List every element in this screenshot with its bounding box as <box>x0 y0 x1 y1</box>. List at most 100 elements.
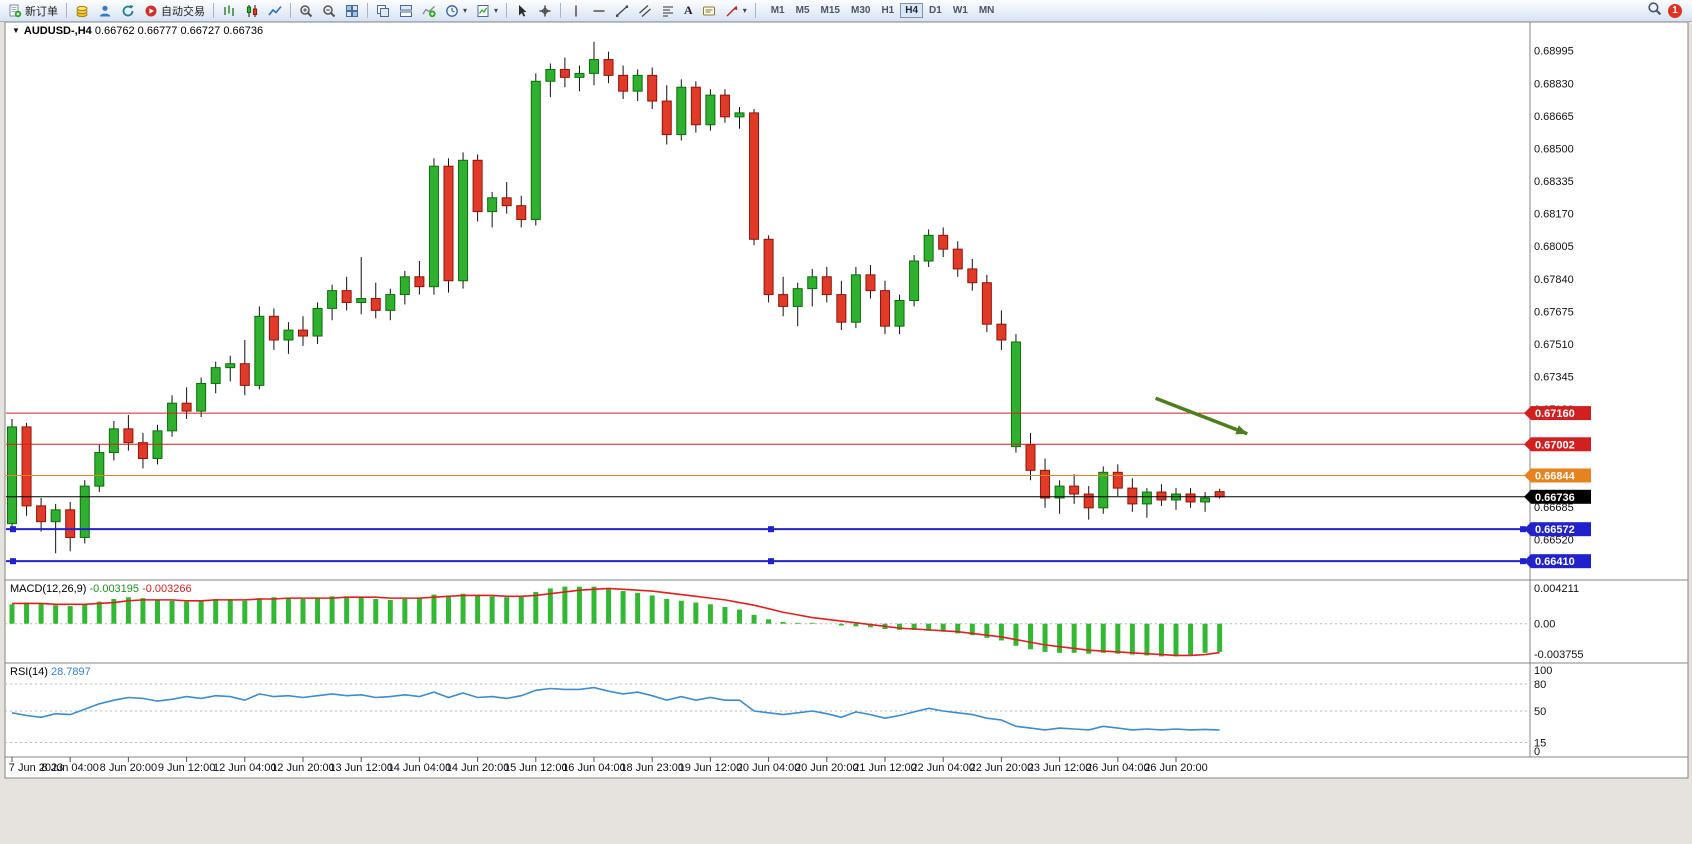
ohlc-close: 0.66736 <box>223 25 264 37</box>
template-icon <box>476 4 490 18</box>
candlestick-icon <box>245 4 259 18</box>
macd-title: MACD(12,26,9) -0.003195 -0.003266 <box>10 583 192 595</box>
svg-text:0.68995: 0.68995 <box>1534 46 1574 58</box>
svg-text:0: 0 <box>1534 746 1540 758</box>
horizontal-line-icon <box>592 4 606 18</box>
svg-text:14 Jun 20:00: 14 Jun 20:00 <box>446 762 510 774</box>
period-button[interactable]: ▾ <box>441 1 471 20</box>
svg-text:0.66736: 0.66736 <box>1535 492 1575 504</box>
svg-text:-0.003755: -0.003755 <box>1534 649 1584 661</box>
timeframe-button-MN[interactable]: MN <box>974 3 1000 18</box>
svg-text:22 Jun 04:00: 22 Jun 04:00 <box>911 762 975 774</box>
horizontal-line-button[interactable] <box>588 1 610 20</box>
svg-text:0.66685: 0.66685 <box>1534 502 1574 514</box>
template-button[interactable]: ▾ <box>472 1 502 20</box>
channel-button[interactable] <box>634 1 656 20</box>
toolbar-separator <box>66 3 67 18</box>
autotrading-icon <box>144 4 158 18</box>
coins-icon <box>75 4 89 18</box>
toolbar-separator <box>754 3 756 18</box>
add-indicator-button[interactable] <box>418 1 440 20</box>
zoom-in-button[interactable] <box>295 1 317 20</box>
zoom-out-icon <box>322 4 336 18</box>
cascade-windows-button[interactable] <box>372 1 394 20</box>
macd-main-value: -0.003195 <box>89 583 140 595</box>
chevron-down-icon: ▾ <box>742 6 747 15</box>
timeframe-toolbar: M1 M5 M15 M30 H1 H4 D1 W1 MN <box>766 3 1000 18</box>
cascade-windows-icon <box>376 4 390 18</box>
refresh-icon <box>121 4 135 18</box>
timeframe-button-M15[interactable]: M15 <box>816 3 845 18</box>
ohlc-high: 0.66777 <box>137 25 178 37</box>
trendline-button[interactable] <box>611 1 633 20</box>
timeframe-button-M1[interactable]: M1 <box>766 3 790 18</box>
chevron-down-icon: ▾ <box>463 6 468 15</box>
svg-text:80: 80 <box>1534 679 1546 691</box>
svg-text:0.67510: 0.67510 <box>1534 339 1574 351</box>
bar-chart-icon <box>222 4 236 18</box>
timeframe-button-H4[interactable]: H4 <box>900 3 924 18</box>
toolbar-separator <box>560 3 562 18</box>
svg-text:20 Jun 04:00: 20 Jun 04:00 <box>737 762 801 774</box>
coins-button[interactable] <box>71 1 93 20</box>
channel-icon <box>638 4 652 18</box>
bar-chart-button[interactable] <box>218 1 240 20</box>
toolbar-right-group: 1 <box>1647 1 1688 21</box>
svg-text:0.68500: 0.68500 <box>1534 143 1574 155</box>
shapes-button[interactable]: ▾ <box>721 1 751 20</box>
svg-text:0.67160: 0.67160 <box>1535 408 1575 420</box>
crosshair-button[interactable] <box>534 1 556 20</box>
clock-icon <box>445 4 459 18</box>
fibonacci-icon <box>661 4 675 18</box>
svg-text:26 Jun 20:00: 26 Jun 20:00 <box>1144 762 1208 774</box>
svg-text:0.68665: 0.68665 <box>1534 111 1574 123</box>
toolbar-separator <box>367 3 368 18</box>
svg-text:8 Jun 20:00: 8 Jun 20:00 <box>100 762 158 774</box>
notification-badge[interactable]: 1 <box>1668 3 1682 18</box>
cursor-button[interactable] <box>511 1 533 20</box>
svg-text:0.68335: 0.68335 <box>1534 176 1574 188</box>
macd-signal-value: -0.003266 <box>142 583 192 595</box>
collapse-chart-icon[interactable]: ▼ <box>12 26 20 35</box>
candlestick-button[interactable] <box>241 1 263 20</box>
line-chart-icon <box>268 4 282 18</box>
svg-text:50: 50 <box>1534 706 1546 718</box>
text-tool-icon: A <box>684 3 693 17</box>
text-tool-button[interactable]: A <box>680 1 697 20</box>
timeframe-button-W1[interactable]: W1 <box>948 3 973 18</box>
chart-symbol: AUDUSD-,H4 <box>23 25 92 37</box>
label-tool-button[interactable] <box>698 1 720 20</box>
arrange-windows-button[interactable] <box>395 1 417 20</box>
new-order-icon <box>8 4 22 18</box>
tile-windows-button[interactable] <box>341 1 363 20</box>
fibonacci-button[interactable] <box>657 1 679 20</box>
svg-text:0.67840: 0.67840 <box>1534 274 1574 286</box>
search-icon[interactable] <box>1647 1 1662 21</box>
svg-text:0.68170: 0.68170 <box>1534 209 1574 221</box>
vertical-line-icon <box>569 4 583 18</box>
arrange-windows-icon <box>399 4 413 18</box>
vertical-line-button[interactable] <box>565 1 587 20</box>
svg-text:8 Jun 04:00: 8 Jun 04:00 <box>41 762 99 774</box>
refresh-button[interactable] <box>117 1 139 20</box>
svg-text:0.004211: 0.004211 <box>1534 583 1579 595</box>
line-chart-button[interactable] <box>264 1 286 20</box>
timeframe-button-M5[interactable]: M5 <box>791 3 815 18</box>
svg-text:23 Jun 12:00: 23 Jun 12:00 <box>1028 762 1092 774</box>
timeframe-button-H1[interactable]: H1 <box>876 3 899 18</box>
autotrading-label: 自动交易 <box>161 5 205 18</box>
timeframe-button-D1[interactable]: D1 <box>924 3 947 18</box>
timeframe-button-M30[interactable]: M30 <box>846 3 875 18</box>
toolbar-separator <box>290 3 291 18</box>
zoom-out-button[interactable] <box>318 1 340 20</box>
user-button[interactable] <box>94 1 116 20</box>
rsi-label: RSI(14) <box>10 666 48 678</box>
autotrading-button[interactable]: 自动交易 <box>140 1 209 20</box>
svg-text:21 Jun 12:00: 21 Jun 12:00 <box>853 762 917 774</box>
svg-text:15: 15 <box>1534 738 1546 750</box>
cursor-icon <box>515 4 529 18</box>
new-order-button[interactable]: 新订单 <box>4 1 62 20</box>
svg-text:0.67002: 0.67002 <box>1535 439 1575 451</box>
svg-text:0.66410: 0.66410 <box>1535 556 1575 568</box>
